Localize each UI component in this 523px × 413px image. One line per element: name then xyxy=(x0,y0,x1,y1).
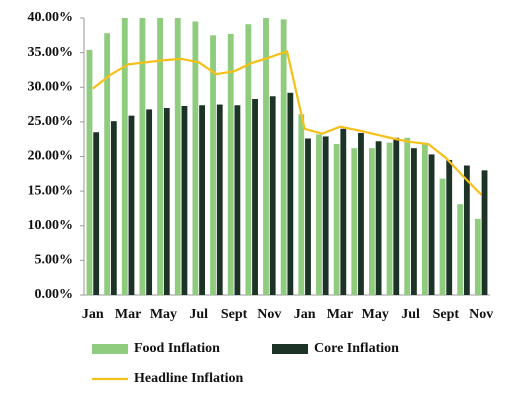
bar xyxy=(128,115,135,295)
bar xyxy=(428,154,435,295)
line xyxy=(92,50,482,196)
bar xyxy=(280,19,287,295)
bar xyxy=(263,18,269,295)
y-tick-label: 35.00% xyxy=(28,45,74,60)
x-tick-label: Nov xyxy=(257,307,281,322)
bar xyxy=(287,92,294,295)
bar xyxy=(227,33,234,296)
bar xyxy=(199,105,206,295)
bar xyxy=(457,204,464,295)
bar xyxy=(174,18,181,295)
x-tick-label: Jul xyxy=(401,307,420,322)
x-tick-label: May xyxy=(362,307,389,322)
y-tick-label: 40.00% xyxy=(28,10,74,25)
bar xyxy=(216,104,223,295)
y-tick-label: 5.00% xyxy=(35,253,74,268)
bar xyxy=(386,142,393,295)
bar xyxy=(481,170,488,295)
x-tick-label: Sept xyxy=(433,307,460,322)
x-tick-label: Nov xyxy=(469,307,493,322)
y-tick-label: 10.00% xyxy=(28,218,74,233)
bar xyxy=(446,159,453,295)
x-tick-label: Jan xyxy=(294,307,316,322)
bar xyxy=(234,105,241,295)
legend-label: Headline Inflation xyxy=(134,371,244,386)
x-tick-label: Mar xyxy=(327,307,353,322)
bar xyxy=(322,136,329,295)
bar xyxy=(121,18,128,295)
bar xyxy=(104,33,111,296)
bar xyxy=(110,121,117,296)
y-tick-label: 0.00% xyxy=(35,287,74,302)
bar xyxy=(474,218,481,295)
bar xyxy=(181,105,188,295)
bar xyxy=(93,132,100,295)
legend-swatch xyxy=(272,344,308,354)
bar xyxy=(210,35,216,295)
bar xyxy=(411,148,417,295)
legend-swatch xyxy=(92,344,128,354)
bar xyxy=(375,141,382,295)
bar xyxy=(340,128,347,295)
bar xyxy=(252,99,258,296)
bar xyxy=(192,21,199,296)
bar xyxy=(439,178,446,295)
y-tick-label: 30.00% xyxy=(28,79,74,94)
legend-label: Core Inflation xyxy=(314,341,399,356)
bar xyxy=(269,96,276,295)
x-tick-label: Jan xyxy=(82,307,104,322)
bar xyxy=(245,24,252,295)
bar xyxy=(393,137,400,295)
bar xyxy=(86,49,93,296)
bar xyxy=(305,138,311,295)
bar xyxy=(351,148,358,295)
bar xyxy=(146,109,153,295)
bar xyxy=(333,144,340,295)
bar xyxy=(157,18,163,295)
bar xyxy=(139,18,146,295)
x-tick-label: Jul xyxy=(189,307,208,322)
bar xyxy=(463,165,470,295)
bar xyxy=(316,134,322,295)
bar xyxy=(298,114,305,295)
x-tick-label: Mar xyxy=(115,307,141,322)
bar xyxy=(368,148,375,295)
bar xyxy=(404,137,411,295)
bar xyxy=(421,143,428,295)
x-tick-label: May xyxy=(150,307,177,322)
y-tick-label: 25.00% xyxy=(28,114,74,129)
y-tick-label: 20.00% xyxy=(28,149,74,164)
bar xyxy=(358,132,364,295)
x-tick-label: Sept xyxy=(221,307,248,322)
y-tick-label: 15.00% xyxy=(28,183,74,198)
legend-label: Food Inflation xyxy=(134,341,220,356)
bar xyxy=(163,108,170,296)
